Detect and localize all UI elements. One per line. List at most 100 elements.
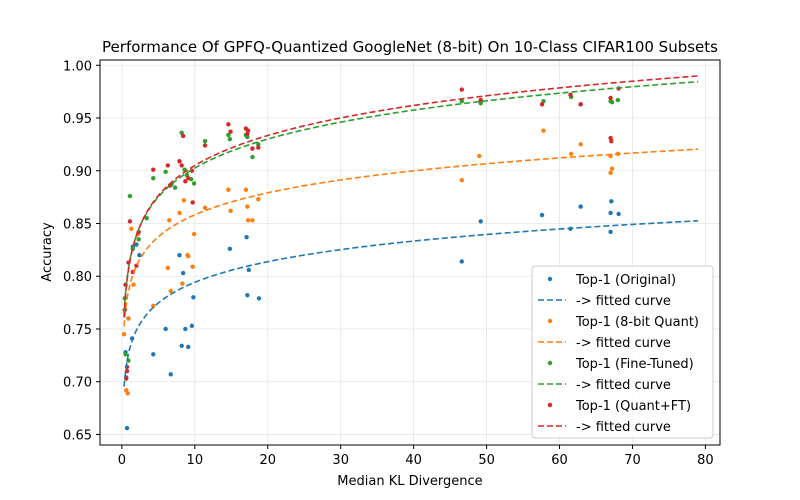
data-point	[539, 212, 545, 218]
data-point	[459, 98, 464, 104]
series-points-1	[121, 128, 621, 396]
x-tick-label: 70	[624, 453, 641, 468]
data-point	[125, 391, 130, 396]
data-point	[246, 267, 251, 273]
data-point	[608, 95, 613, 101]
data-point	[177, 252, 182, 258]
data-point	[250, 154, 255, 160]
x-axis-label: Median KL Divergence	[337, 474, 482, 489]
data-point	[245, 204, 250, 209]
data-point	[609, 139, 614, 144]
data-point	[144, 216, 149, 221]
data-point	[191, 181, 197, 186]
data-point	[165, 163, 171, 168]
data-point	[180, 133, 186, 139]
data-point	[137, 252, 142, 258]
y-tick-label: 0.70	[63, 376, 92, 391]
data-point	[256, 197, 261, 202]
data-point	[227, 136, 233, 142]
data-point	[245, 218, 251, 223]
data-point	[615, 97, 621, 103]
data-point	[191, 295, 196, 300]
data-point	[151, 352, 156, 357]
legend-marker	[547, 360, 553, 366]
data-point	[256, 145, 261, 150]
data-point	[478, 101, 483, 106]
data-point	[250, 218, 255, 223]
data-point	[163, 169, 168, 175]
data-point	[478, 97, 483, 103]
data-point	[123, 352, 128, 357]
data-point	[459, 178, 464, 183]
y-tick-label: 1.00	[63, 59, 92, 74]
y-tick-label: 0.65	[63, 428, 92, 443]
legend-label: Top-1 (Original)	[575, 273, 676, 288]
data-point	[245, 134, 250, 140]
data-point	[609, 99, 615, 105]
data-point	[189, 323, 195, 329]
data-point	[172, 185, 178, 190]
data-point	[478, 219, 483, 224]
fitted-curve-1	[123, 148, 699, 327]
data-point	[608, 210, 613, 216]
data-point	[256, 142, 261, 147]
data-point	[190, 200, 195, 205]
y-tick-label: 0.80	[63, 270, 92, 285]
data-point	[186, 344, 191, 350]
legend-marker	[547, 276, 553, 282]
data-point	[179, 163, 184, 168]
data-point	[180, 281, 185, 286]
data-point	[226, 132, 231, 138]
data-point	[165, 265, 171, 270]
ticks: 0 10 20 30 40 50 60 70 80 0.65 0.70 0.75 0.80 0.85 0.9…	[63, 59, 714, 468]
data-point	[186, 253, 191, 259]
data-point	[183, 179, 188, 184]
data-point	[569, 151, 574, 157]
x-tick-label: 40	[405, 453, 422, 468]
data-point	[177, 210, 182, 216]
legend-marker	[547, 402, 553, 408]
data-point	[183, 326, 188, 332]
legend-label: -> fitted curve	[576, 336, 671, 351]
legend-box	[531, 265, 714, 439]
data-point	[539, 102, 545, 107]
data-point	[228, 129, 233, 134]
data-point	[179, 343, 184, 349]
x-tick-label: 30	[332, 453, 349, 468]
x-tick-label: 10	[187, 453, 204, 468]
data-point	[190, 264, 195, 269]
data-point	[131, 282, 136, 287]
fitted-curve-3	[123, 75, 699, 318]
data-point	[191, 231, 197, 237]
data-point	[181, 198, 187, 203]
data-point	[127, 219, 133, 224]
data-point	[167, 218, 172, 223]
plot-area	[121, 75, 699, 431]
data-point	[127, 193, 133, 199]
axes-frame	[99, 59, 721, 446]
data-point	[568, 92, 573, 98]
fitted-curve-0	[123, 220, 699, 387]
x-tick-label: 0	[118, 453, 126, 468]
x-tick-label: 80	[697, 453, 714, 468]
y-tick-label: 0.75	[63, 323, 92, 338]
data-point	[608, 229, 613, 235]
legend-label: -> fitted curve	[576, 378, 671, 393]
data-point	[477, 153, 482, 159]
legend: Top-1 (Original) -> fitted curve Top-1 (8-…	[531, 265, 714, 439]
data-point	[256, 296, 262, 301]
data-point	[578, 142, 583, 147]
data-point	[226, 187, 231, 192]
data-point	[459, 87, 464, 92]
data-point	[608, 170, 613, 176]
data-point	[578, 204, 583, 209]
data-point	[168, 288, 173, 294]
chart-title: Performance Of GPFQ-Quantized GoogleNet …	[102, 38, 718, 56]
x-tick-label: 60	[551, 453, 568, 468]
data-point	[541, 128, 546, 133]
data-point	[151, 303, 156, 308]
data-point	[177, 159, 182, 164]
legend-label: Top-1 (Quant+FT)	[575, 399, 691, 414]
data-point	[609, 166, 615, 171]
data-point	[227, 246, 233, 252]
